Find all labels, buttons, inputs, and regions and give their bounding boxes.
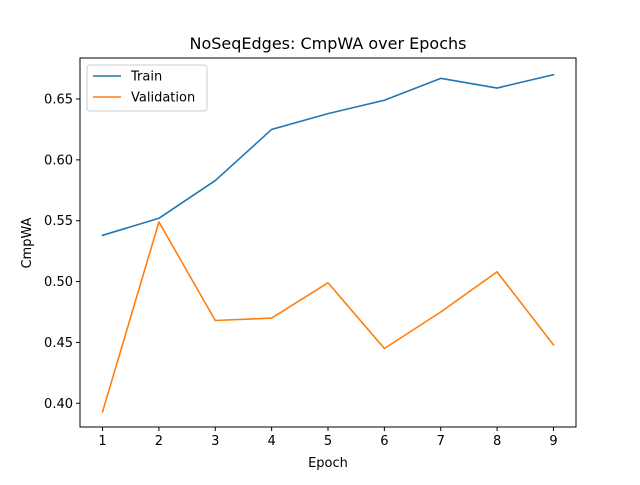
x-axis-label: Epoch xyxy=(308,456,348,471)
legend-label-validation: Validation xyxy=(131,91,195,106)
x-tick-label: 3 xyxy=(211,434,219,449)
x-tick-label: 8 xyxy=(493,434,501,449)
y-tick-label: 0.55 xyxy=(44,214,73,229)
legend-label-train: Train xyxy=(130,70,162,85)
y-tick-label: 0.50 xyxy=(44,275,73,290)
x-tick-label: 4 xyxy=(267,434,275,449)
y-tick-label: 0.45 xyxy=(44,336,73,351)
y-tick-label: 0.65 xyxy=(44,93,73,108)
x-tick-label: 7 xyxy=(437,434,445,449)
y-axis-label: CmpWA xyxy=(20,217,35,268)
x-tick-label: 5 xyxy=(324,434,332,449)
x-tick-label: 2 xyxy=(155,434,163,449)
legend: Train Validation xyxy=(87,65,207,111)
chart-title: NoSeqEdges: CmpWA over Epochs xyxy=(190,34,467,53)
y-tick-label: 0.60 xyxy=(44,153,73,168)
y-tick-label: 0.40 xyxy=(44,397,73,412)
x-tick-label: 9 xyxy=(549,434,557,449)
x-tick-label: 6 xyxy=(380,434,388,449)
x-tick-label: 1 xyxy=(98,434,106,449)
